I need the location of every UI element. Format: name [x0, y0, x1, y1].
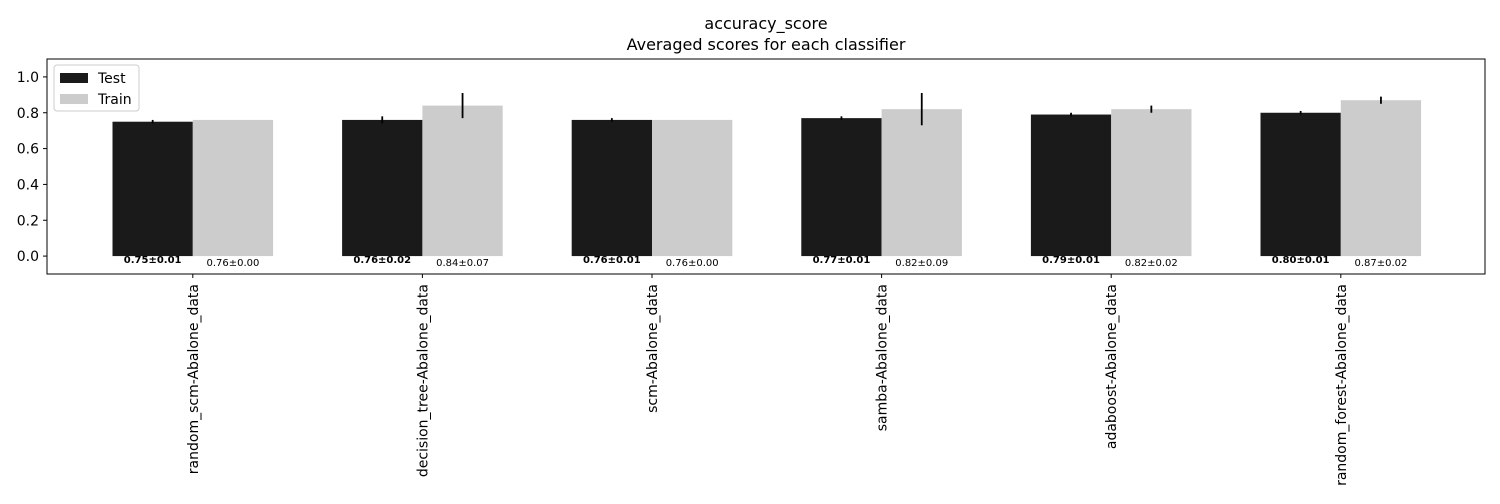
y-tick-label: 0.2 [17, 213, 39, 229]
bar-test [1260, 112, 1341, 257]
bar-train [1340, 100, 1422, 257]
data-label-train: 0.82±0.02 [1125, 258, 1178, 269]
x-tick-label: random_scm-Abalone_data [186, 284, 202, 474]
data-label-train: 0.76±0.00 [206, 258, 259, 269]
data-label-train: 0.84±0.07 [436, 258, 489, 269]
data-label-test: 0.77±0.01 [813, 255, 871, 266]
bar-train [652, 119, 733, 257]
bar-test [1030, 114, 1112, 257]
data-label-train: 0.82±0.09 [895, 258, 948, 269]
bar-test [112, 121, 193, 257]
data-label-test: 0.79±0.01 [1042, 255, 1100, 266]
bar-test [801, 118, 882, 257]
data-label-train: 0.87±0.02 [1354, 258, 1407, 269]
x-tick-label: decision_tree-Abalone_data [415, 284, 431, 477]
legend-label-test: Test [97, 71, 126, 87]
x-tick-label: samba-Abalone_data [875, 284, 891, 431]
bar-test [571, 119, 652, 257]
y-tick-label: 0.8 [17, 106, 39, 122]
bar-train [422, 105, 503, 257]
legend-swatch-train [60, 94, 88, 104]
data-label-test: 0.76±0.01 [583, 255, 641, 266]
x-tick-label: random_forest-Abalone_data [1334, 284, 1350, 486]
x-tick-label: scm-Abalone_data [645, 284, 661, 413]
bar-train [192, 119, 274, 257]
chart-title: accuracy_score [704, 14, 827, 34]
y-tick-label: 0.6 [17, 142, 39, 158]
data-label-test: 0.80±0.01 [1272, 255, 1330, 266]
plot-frame [46, 58, 1486, 275]
chart-subtitle: Averaged scores for each classifier [627, 35, 906, 54]
bar-train [1111, 109, 1192, 257]
data-label-train: 0.76±0.00 [666, 258, 719, 269]
x-tick-label: adaboost-Abalone_data [1104, 284, 1120, 449]
y-tick-label: 0.4 [17, 177, 39, 193]
y-tick-label: 1.0 [17, 70, 39, 86]
y-tick-label: 0.0 [17, 249, 39, 265]
legend-swatch-test [60, 73, 88, 83]
data-label-test: 0.76±0.02 [353, 255, 411, 266]
data-label-test: 0.75±0.01 [124, 255, 182, 266]
bar-test [342, 119, 423, 257]
bar-train [881, 109, 962, 257]
legend-label-train: Train [97, 92, 132, 108]
